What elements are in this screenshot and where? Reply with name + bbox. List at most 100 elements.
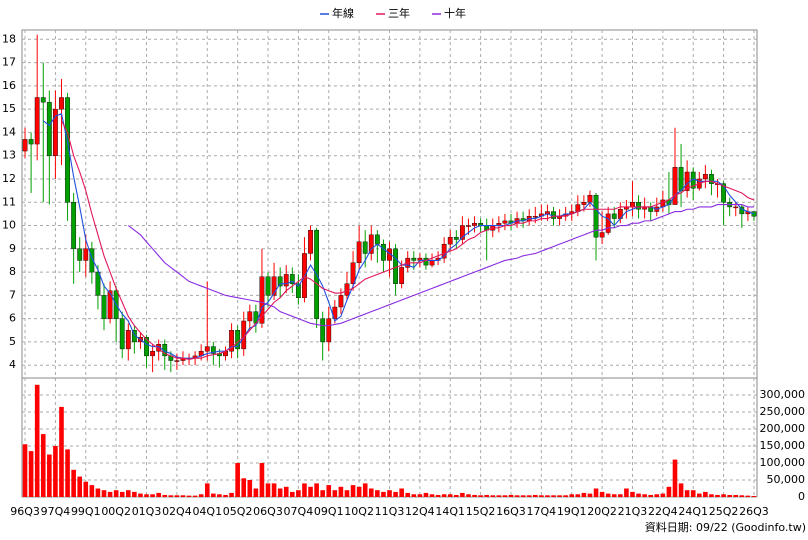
candle-body — [362, 241, 368, 254]
volume-bar — [296, 490, 301, 497]
volume-bar — [381, 491, 386, 497]
volume-bar — [34, 384, 40, 497]
volume-bar — [290, 491, 295, 497]
candle-body — [429, 260, 435, 266]
volume-bar — [356, 486, 362, 497]
volume-bar — [709, 494, 714, 497]
volume-bar — [40, 434, 46, 497]
candle-body — [381, 243, 386, 261]
x-tick-label: 09Q1 — [314, 505, 344, 518]
candle-body — [210, 346, 216, 354]
x-tick-label: 12Q4 — [405, 505, 435, 518]
volume-bar — [660, 493, 666, 497]
candle-body — [466, 225, 471, 227]
legend-label: 三年 — [388, 6, 410, 20]
volume-bar — [77, 476, 83, 497]
candle-body — [320, 318, 326, 343]
y-tick-label: 12 — [2, 172, 16, 185]
x-tick-label: 06Q3 — [253, 505, 283, 518]
x-tick-label: 96Q3 — [10, 505, 40, 518]
volume-bar — [308, 486, 313, 497]
volume-bar — [581, 492, 587, 497]
candle-body — [295, 283, 301, 298]
volume-bar — [520, 495, 526, 497]
candle-body — [125, 330, 131, 350]
candle-body — [733, 206, 739, 209]
volume-bar — [745, 495, 751, 497]
volume-bar — [95, 488, 101, 497]
volume-bar — [678, 483, 684, 497]
volume-bar — [563, 495, 568, 497]
volume-bar — [733, 494, 739, 497]
y-tick-label: 7 — [9, 288, 16, 301]
candle-body — [350, 262, 356, 284]
y-tick-label: 17 — [2, 56, 16, 69]
volume-bar — [545, 495, 550, 497]
volume-bar — [101, 490, 107, 497]
volume-bar — [211, 493, 216, 497]
x-tick-label: 97Q4 — [41, 505, 71, 518]
candle-body — [150, 351, 155, 357]
volume-bar — [338, 486, 344, 497]
candle-body — [338, 295, 344, 308]
volume-bar — [654, 494, 660, 497]
candle-body — [411, 257, 417, 261]
volume-bar — [302, 483, 307, 497]
candle-body — [289, 274, 295, 284]
volume-bar — [362, 483, 368, 497]
x-tick-label: 25Q2 — [709, 505, 739, 518]
candle-body — [101, 295, 107, 319]
candle-body — [95, 271, 101, 296]
x-tick-label: 11Q3 — [375, 505, 405, 518]
volume-bar — [59, 406, 64, 497]
candle-body — [368, 234, 374, 254]
x-tick-label: 19Q1 — [557, 505, 587, 518]
candle-body — [581, 202, 587, 205]
y2-tick-label: 100,000 — [760, 456, 806, 469]
candle-body — [229, 330, 234, 352]
candle-body — [374, 234, 380, 245]
ma-line — [42, 113, 755, 359]
candle-body — [630, 202, 635, 208]
candle-body — [532, 216, 538, 218]
volume-bar — [198, 494, 204, 497]
x-tick-label: 02Q4 — [162, 505, 192, 518]
candle-body — [59, 97, 64, 110]
volume-bar — [235, 463, 240, 497]
volume-bar — [204, 483, 210, 497]
candle-body — [34, 97, 40, 145]
x-tick-label: 05Q2 — [223, 505, 253, 518]
volume-bar — [478, 495, 483, 497]
volume-bar — [696, 493, 702, 497]
x-tick-label: 01Q3 — [132, 505, 162, 518]
volume-bar — [65, 449, 70, 497]
candle-body — [721, 183, 726, 203]
volume-bar — [587, 493, 593, 497]
volume-bar — [344, 490, 350, 497]
candle-body — [77, 248, 83, 261]
volume-bar — [138, 493, 143, 497]
candle-body — [447, 236, 453, 245]
volume-bar — [259, 463, 265, 497]
candle-body — [441, 243, 447, 259]
y-tick-label: 14 — [2, 125, 16, 138]
x-tick-label: 24Q1 — [678, 505, 708, 518]
candle-body — [271, 276, 277, 296]
volume-bar — [174, 495, 180, 497]
candle-body — [587, 195, 593, 203]
y-tick-label: 15 — [2, 102, 16, 115]
volume-bar — [690, 490, 696, 497]
volume-bar — [253, 488, 259, 497]
candle-body — [204, 346, 210, 352]
candle-body — [46, 101, 52, 156]
legend-label: 年線 — [332, 6, 354, 20]
volume-bar — [71, 469, 76, 497]
volume-bar — [375, 490, 380, 497]
volume-bar — [599, 491, 605, 497]
volume-bar — [624, 488, 629, 497]
x-tick-label: 26Q3 — [739, 505, 769, 518]
candle-body — [259, 276, 265, 324]
volume-bar — [672, 459, 678, 497]
x-tick-label: 04Q1 — [192, 505, 222, 518]
